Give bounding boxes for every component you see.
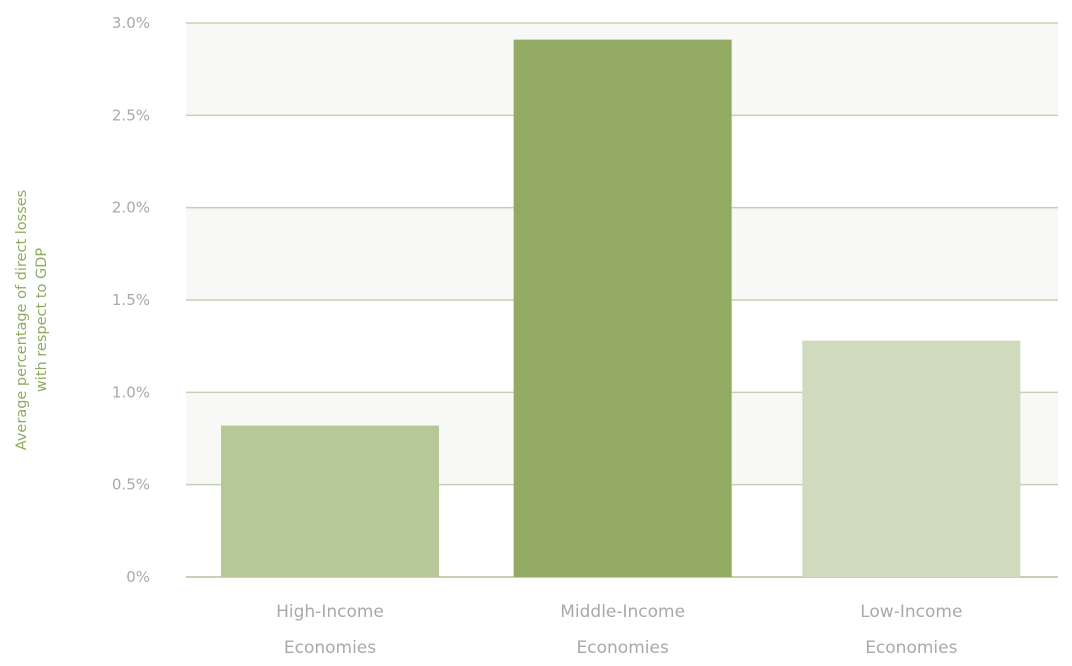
category-label: Low-Income: [860, 602, 962, 622]
category-label: High-Income: [276, 602, 384, 622]
y-tick-label: 3.0%: [112, 14, 150, 32]
bars: [221, 39, 1021, 578]
category-labels: High-Income Economies Middle-Income Economi…: [276, 602, 962, 658]
y-axis-title-line: with respect to GDP: [34, 248, 50, 392]
bar: [513, 39, 732, 578]
y-tick-label: 2.5%: [112, 106, 150, 124]
category-label: Middle-Income: [560, 602, 685, 622]
y-axis-title-line: Average percentage of direct losses: [14, 190, 30, 450]
bar: [221, 425, 439, 577]
y-axis-title: Average percentage of direct losses with …: [14, 190, 50, 450]
y-tick-label: 0.5%: [112, 476, 150, 494]
y-tick-label: 2.0%: [112, 199, 150, 217]
y-tick-label: 0%: [126, 568, 150, 586]
category-label: Economies: [865, 638, 957, 658]
bar: [802, 340, 1021, 577]
y-tick-label: 1.0%: [112, 383, 150, 401]
category-label: Economies: [284, 638, 376, 658]
y-tick-labels: 0% 0.5% 1.0% 1.5% 2.0% 2.5% 3.0%: [112, 14, 150, 586]
category-label: Economies: [577, 638, 669, 658]
y-tick-label: 1.5%: [112, 291, 150, 309]
